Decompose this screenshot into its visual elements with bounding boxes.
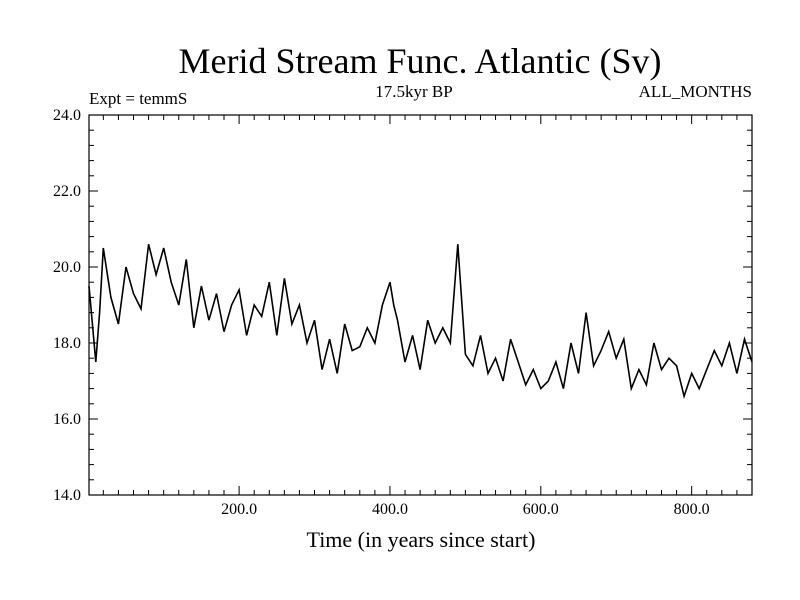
y-tick-label: 24.0: [53, 107, 81, 124]
y-tick-label: 22.0: [53, 183, 81, 200]
axis-tick-labels: 200.0 400.0 600.0 800.0 14.0 16.0 18.0 20.0 22.0…: [53, 107, 710, 518]
series-line: [88, 244, 753, 400]
experiment-label: Expt = temmS: [89, 89, 187, 108]
period-label: 17.5kyr BP: [375, 82, 452, 101]
x-tick-label: 800.0: [674, 501, 710, 518]
x-tick-label: 400.0: [372, 501, 408, 518]
y-tick-label: 18.0: [53, 335, 81, 352]
plot-frame: [88, 114, 753, 496]
x-tick-label: 600.0: [523, 501, 559, 518]
months-label: ALL_MONTHS: [639, 82, 752, 101]
axis-ticks: [89, 114, 752, 496]
x-axis-title: Time (in years since start): [307, 527, 536, 552]
y-tick-label: 20.0: [53, 259, 81, 276]
chart-title: Merid Stream Func. Atlantic (Sv): [179, 41, 662, 81]
y-tick-label: 16.0: [53, 411, 81, 428]
y-tick-label: 14.0: [53, 487, 81, 504]
x-tick-label: 200.0: [221, 501, 257, 518]
